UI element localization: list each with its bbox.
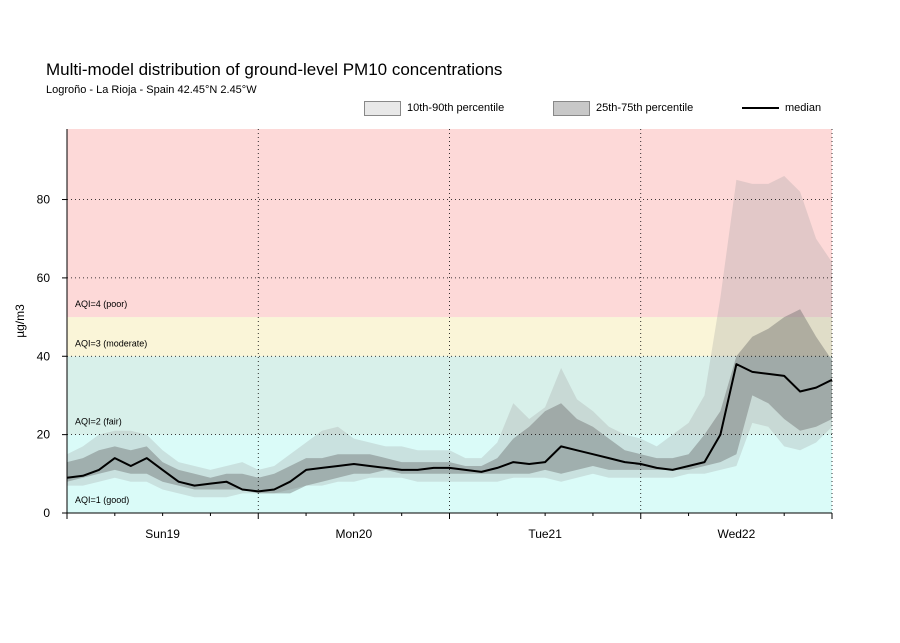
aqi-band-label-1: AQI=1 (good) bbox=[75, 495, 129, 505]
band-p10-p90 bbox=[67, 176, 832, 498]
aqi-band-label-2: AQI=2 (fair) bbox=[75, 417, 122, 427]
chart-subtitle: Logroño - La Rioja - Spain 42.45°N 2.45°… bbox=[46, 84, 257, 96]
median-group bbox=[66, 363, 833, 493]
y-axis-label: µg/m3 bbox=[13, 304, 27, 338]
x-tick-label-sun19: Sun19 bbox=[145, 527, 180, 541]
y-tick-label-40: 40 bbox=[37, 349, 51, 363]
legend-item-p25-p75: 25th-75th percentile bbox=[553, 99, 693, 117]
legend-label-p25-p75: 25th-75th percentile bbox=[596, 102, 694, 114]
legend-label-median: median bbox=[785, 102, 822, 114]
y-tick-label-20: 20 bbox=[37, 428, 51, 442]
legend-label-p10-p90: 10th-90th percentile bbox=[407, 102, 505, 114]
median-line bbox=[66, 363, 833, 493]
chart-title: Multi-model distribution of ground-level… bbox=[46, 60, 503, 79]
aqi-band-label-4: AQI=4 (poor) bbox=[75, 299, 127, 309]
tick-labels: 0 20 40 60 80 Sun19 Mon20 Tue21 Wed22 bbox=[37, 193, 756, 541]
legend-item-median: median bbox=[742, 99, 821, 117]
x-tick-label-mon20: Mon20 bbox=[336, 527, 373, 541]
legend-swatch-p25-p75 bbox=[553, 100, 590, 116]
y-tick-label-60: 60 bbox=[37, 271, 51, 285]
x-tick-label-tue21: Tue21 bbox=[528, 527, 562, 541]
legend-swatch-p10-p90 bbox=[364, 100, 401, 116]
legend-item-p10-p90: 10th-90th percentile bbox=[364, 99, 504, 117]
y-tick-label-80: 80 bbox=[37, 193, 51, 207]
x-tick-label-wed22: Wed22 bbox=[717, 527, 755, 541]
legend-swatch-median bbox=[742, 107, 779, 109]
y-tick-label-0: 0 bbox=[43, 506, 50, 520]
axes bbox=[62, 129, 833, 519]
aqi-band-label-3: AQI=3 (moderate) bbox=[75, 338, 147, 348]
percentile-areas bbox=[67, 176, 832, 498]
